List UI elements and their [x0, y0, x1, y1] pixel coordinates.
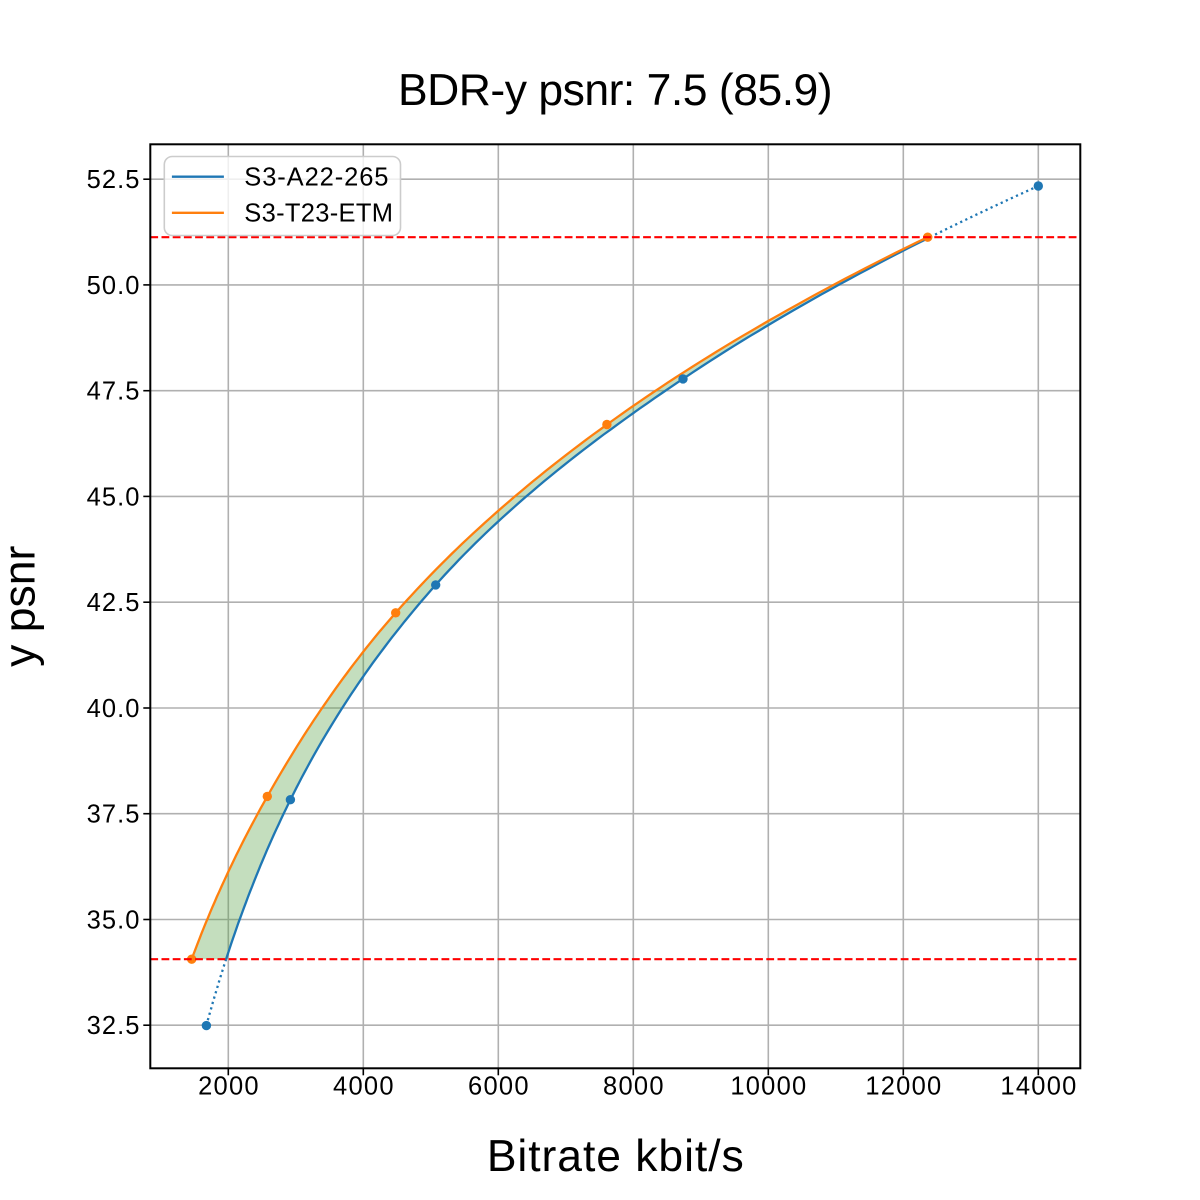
svg-text:50.0: 50.0: [87, 272, 141, 300]
svg-text:37.5: 37.5: [87, 801, 141, 829]
svg-text:14000: 14000: [1000, 1073, 1077, 1101]
svg-text:47.5: 47.5: [87, 378, 141, 406]
svg-text:12000: 12000: [865, 1073, 942, 1101]
svg-text:BDR-y psnr: 7.5 (85.9): BDR-y psnr: 7.5 (85.9): [398, 66, 832, 115]
svg-text:45.0: 45.0: [87, 483, 141, 511]
svg-text:S3-A22-265: S3-A22-265: [244, 164, 389, 192]
svg-text:2000: 2000: [198, 1073, 260, 1101]
svg-text:Bitrate kbit/s: Bitrate kbit/s: [487, 1132, 745, 1181]
svg-text:6000: 6000: [468, 1073, 530, 1101]
svg-text:35.0: 35.0: [87, 906, 141, 934]
svg-text:S3-T23-ETM: S3-T23-ETM: [244, 200, 393, 228]
svg-text:10000: 10000: [730, 1073, 807, 1101]
svg-text:4000: 4000: [333, 1073, 395, 1101]
svg-text:42.5: 42.5: [87, 589, 141, 617]
svg-text:8000: 8000: [603, 1073, 665, 1101]
svg-text:y psnr: y psnr: [0, 546, 45, 667]
svg-text:52.5: 52.5: [87, 166, 141, 194]
svg-text:40.0: 40.0: [87, 695, 141, 723]
svg-text:32.5: 32.5: [87, 1012, 141, 1040]
